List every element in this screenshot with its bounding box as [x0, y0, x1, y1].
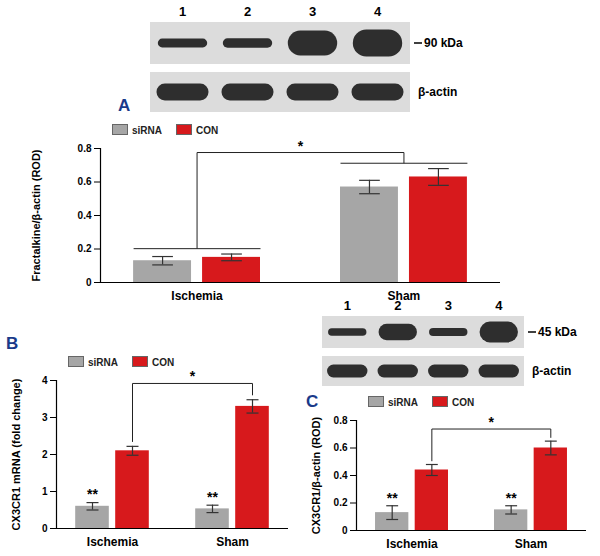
- svg-text:β-actin: β-actin: [418, 85, 457, 99]
- svg-text:2: 2: [394, 298, 401, 313]
- svg-text:Ischemia: Ischemia: [171, 289, 223, 303]
- svg-text:0: 0: [342, 525, 348, 536]
- html-text:CON: CON: [196, 125, 219, 136]
- svg-text:β-actin: β-actin: [532, 364, 571, 378]
- html-text:CON: CON: [152, 357, 175, 368]
- svg-text:*: *: [298, 138, 304, 154]
- svg-text:4: 4: [495, 298, 503, 313]
- svg-text:Fractalkine/β-actin (ROD): Fractalkine/β-actin (ROD): [30, 149, 42, 281]
- html-text:C: C: [306, 392, 319, 411]
- html-text:B: B: [6, 334, 19, 353]
- svg-text:3: 3: [309, 4, 316, 19]
- svg-text:**: **: [207, 489, 218, 505]
- svg-text:CX3CR1 mRNA (fold change): CX3CR1 mRNA (fold change): [10, 378, 22, 530]
- svg-text:**: **: [506, 490, 517, 506]
- svg-text:0.8: 0.8: [334, 415, 348, 426]
- svg-text:2: 2: [42, 449, 48, 460]
- html-text:siRNA: siRNA: [88, 357, 118, 368]
- svg-text:1: 1: [42, 486, 48, 497]
- svg-text:90 kDa: 90 kDa: [424, 36, 463, 50]
- html-text:siRNA: siRNA: [132, 125, 162, 136]
- svg-text:4: 4: [374, 4, 382, 19]
- svg-text:*: *: [190, 368, 196, 384]
- svg-text:0.2: 0.2: [78, 243, 92, 254]
- svg-text:Ischemia: Ischemia: [386, 537, 438, 551]
- html-text:siRNA: siRNA: [388, 397, 418, 408]
- svg-text:0.4: 0.4: [78, 210, 92, 221]
- svg-text:0.6: 0.6: [78, 176, 92, 187]
- svg-text:0: 0: [42, 523, 48, 534]
- svg-text:0.2: 0.2: [334, 497, 348, 508]
- svg-text:**: **: [387, 490, 398, 506]
- svg-text:Sham: Sham: [216, 535, 249, 549]
- svg-text:45 kDa: 45 kDa: [538, 325, 577, 339]
- svg-text:3: 3: [42, 412, 48, 423]
- svg-text:Sham: Sham: [515, 537, 548, 551]
- svg-text:**: **: [87, 486, 98, 502]
- svg-text:1: 1: [179, 4, 186, 19]
- svg-text:*: *: [489, 414, 495, 430]
- svg-text:0: 0: [86, 277, 92, 288]
- svg-text:0.4: 0.4: [334, 470, 348, 481]
- svg-text:1: 1: [344, 298, 351, 313]
- html-text:A: A: [118, 96, 131, 115]
- svg-text:CX3CR1/β-actin (ROD): CX3CR1/β-actin (ROD): [310, 416, 322, 534]
- svg-text:Ischemia: Ischemia: [87, 535, 139, 549]
- svg-text:2: 2: [244, 4, 251, 19]
- svg-text:Sham: Sham: [388, 289, 421, 303]
- svg-text:0.8: 0.8: [78, 143, 92, 154]
- svg-text:0.6: 0.6: [334, 442, 348, 453]
- svg-text:3: 3: [445, 298, 452, 313]
- html-text:CON: CON: [452, 397, 475, 408]
- svg-text:4: 4: [42, 375, 48, 386]
